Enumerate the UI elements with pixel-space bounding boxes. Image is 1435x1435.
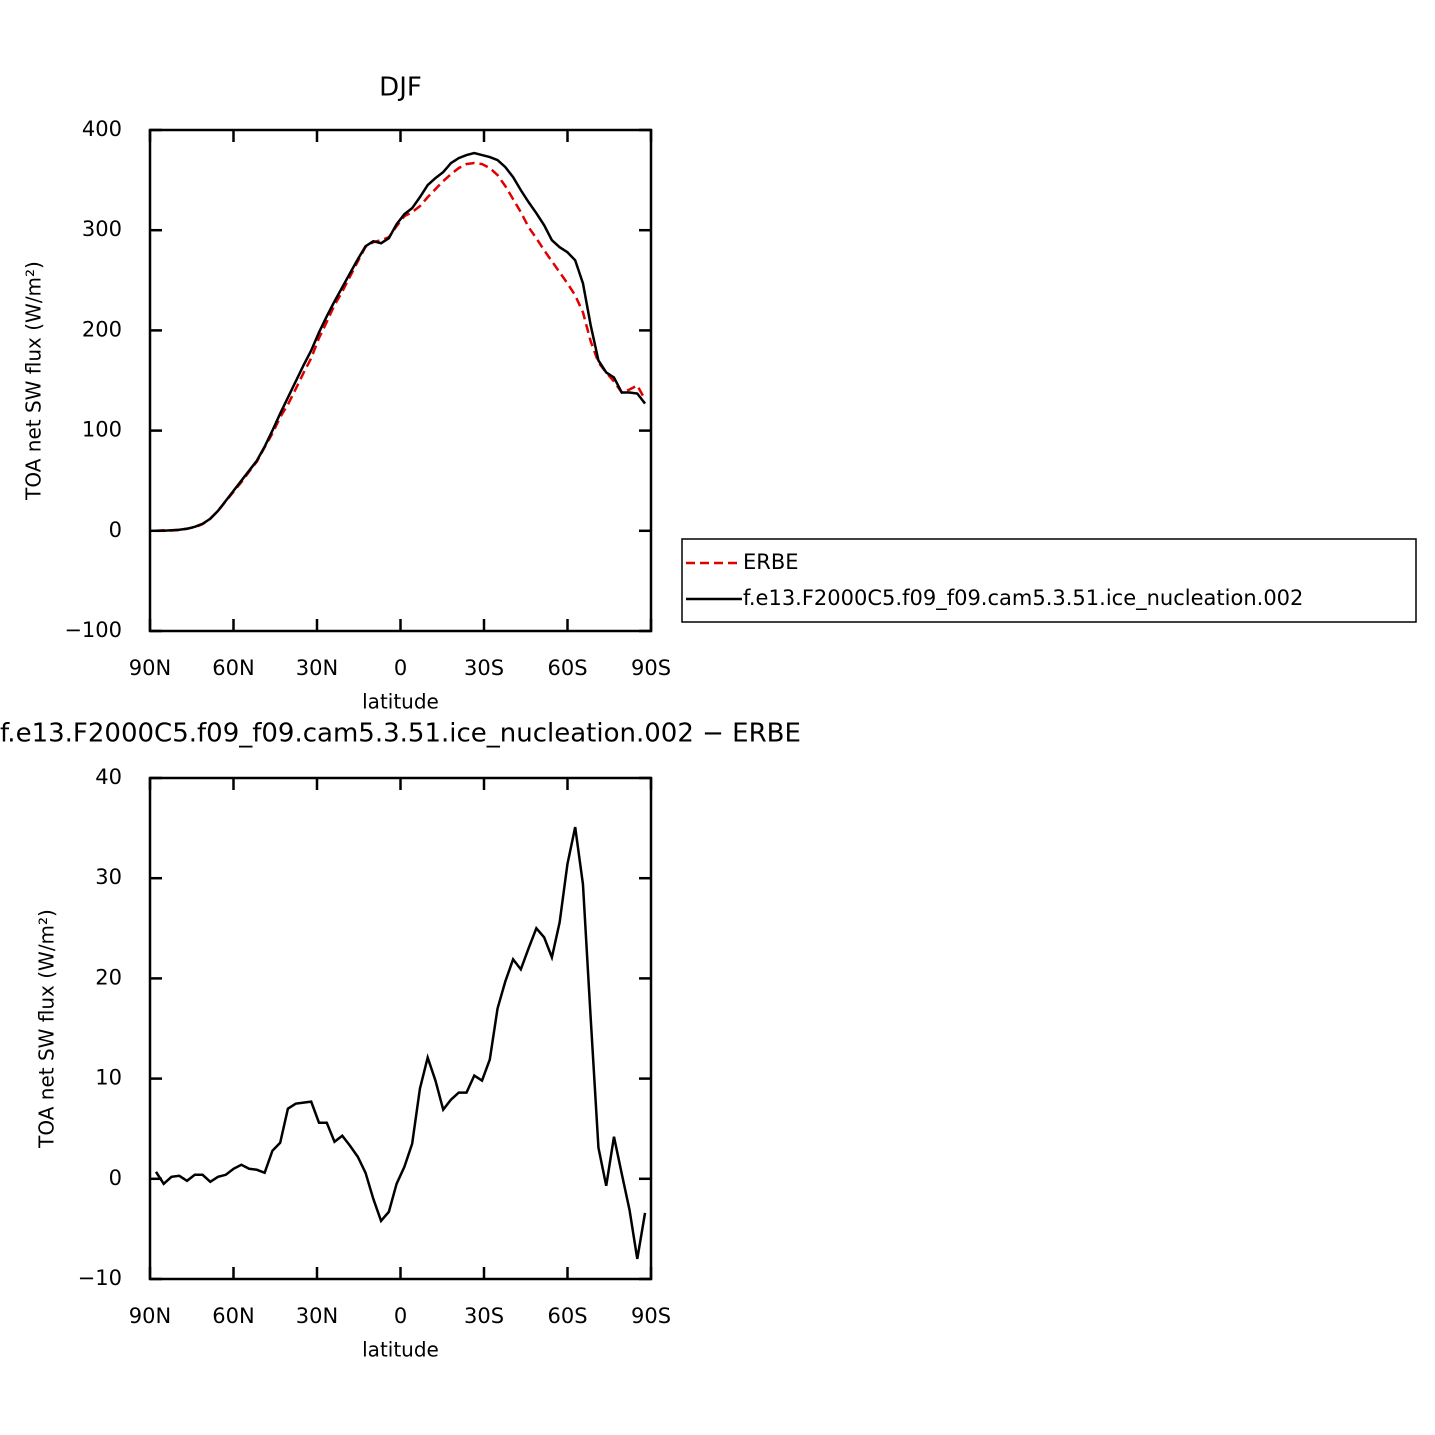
x-tick-label: 30N: [296, 656, 338, 680]
y-tick-label: 10: [95, 1066, 122, 1090]
y-tick-label: 200: [82, 317, 122, 341]
y-tick-label: 300: [82, 217, 122, 241]
x-tick-label: 90S: [631, 1304, 671, 1328]
x-tick-label: 0: [394, 656, 407, 680]
x-tick-label: 60N: [212, 656, 254, 680]
x-axis-label: latitude: [362, 1338, 439, 1362]
y-axis-label: TOA net SW flux (W/m²): [22, 261, 46, 501]
legend-label: ERBE: [743, 550, 799, 574]
legend-box: [681, 538, 1417, 623]
data-line: [155, 151, 647, 533]
y-axis-label: TOA net SW flux (W/m²): [35, 909, 59, 1149]
data-line: [154, 826, 647, 1260]
y-tick-label: 30: [95, 865, 122, 889]
x-tick-label: 30S: [464, 1304, 504, 1328]
x-tick-label: 30N: [296, 1304, 338, 1328]
y-tick-label: 20: [95, 965, 122, 989]
x-tick-label: 90S: [631, 656, 671, 680]
y-tick-label: −10: [78, 1266, 122, 1290]
x-tick-label: 0: [394, 1304, 407, 1328]
plot-frame: [148, 776, 653, 1281]
plot-frame: [148, 128, 653, 633]
x-tick-label: 60N: [212, 1304, 254, 1328]
x-tick-label: 90N: [129, 656, 171, 680]
legend-label: f.e13.F2000C5.f09_f09.cam5.3.51.ice_nucl…: [743, 586, 1303, 611]
x-tick-label: 30S: [464, 656, 504, 680]
y-tick-label: 0: [109, 1166, 122, 1190]
chart-title: DJF: [379, 73, 422, 103]
x-tick-label: 60S: [547, 1304, 587, 1328]
x-tick-label: 90N: [129, 1304, 171, 1328]
y-tick-label: 100: [82, 418, 122, 442]
y-tick-label: 400: [82, 117, 122, 141]
x-axis-label: latitude: [362, 690, 439, 714]
x-tick-label: 60S: [547, 656, 587, 680]
y-tick-label: −100: [64, 618, 122, 642]
chart-title: f.e13.F2000C5.f09_f09.cam5.3.51.ice_nucl…: [0, 719, 801, 749]
y-tick-label: 40: [95, 765, 122, 789]
y-tick-label: 0: [109, 518, 122, 542]
legend: ERBE f.e13.F2000C5.f09_f09.cam5.3.51.ice_…: [681, 538, 1417, 623]
